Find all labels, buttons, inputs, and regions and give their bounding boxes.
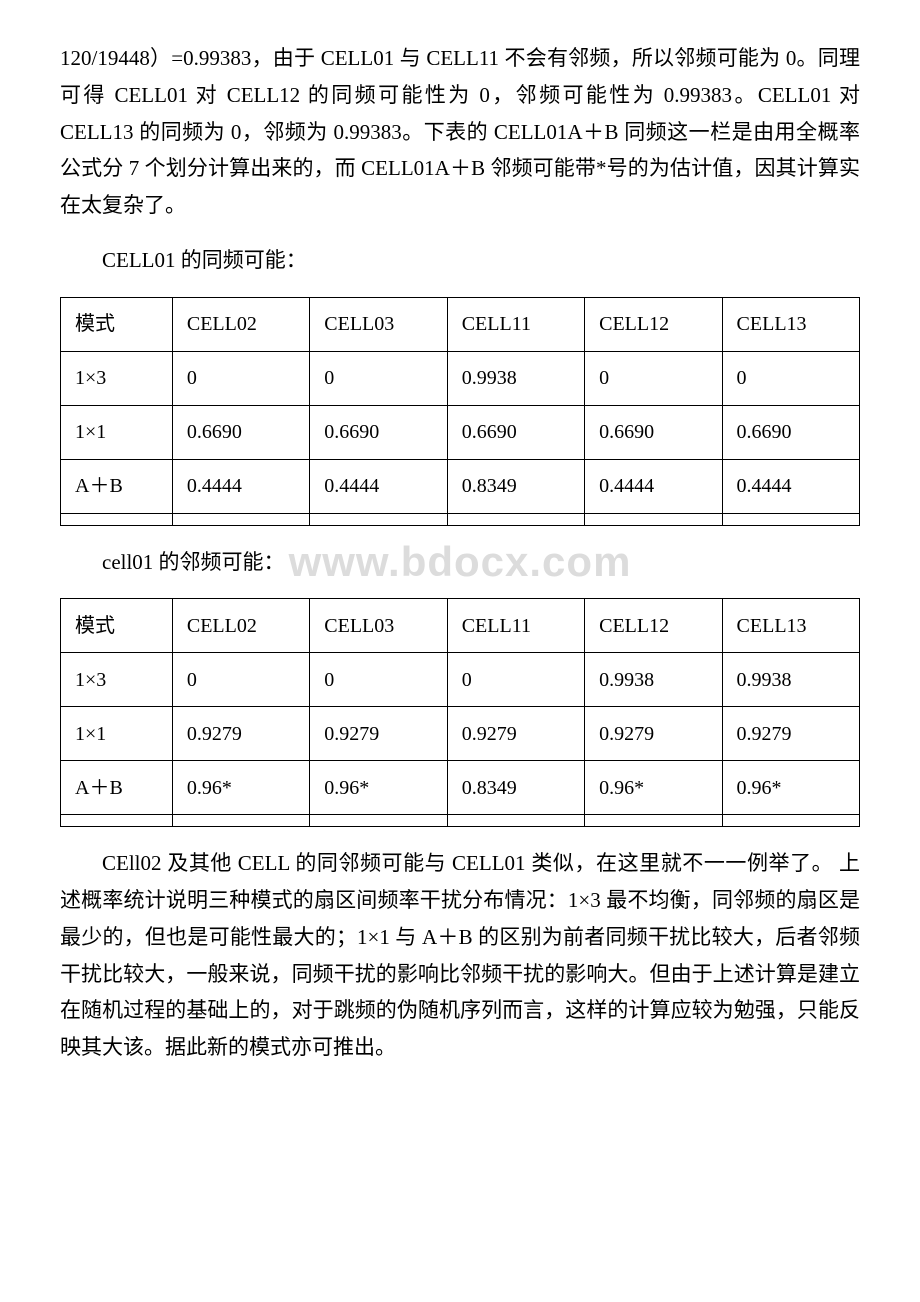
cell-value: 0	[310, 351, 447, 405]
table-row: 1×3 0 0 0.9938 0 0	[61, 351, 860, 405]
cell-value: 0.9938	[447, 351, 584, 405]
table1-caption: CELL01 的同频可能：	[60, 242, 860, 279]
header-cell12: CELL12	[585, 599, 722, 653]
cell-mode: 1×1	[61, 405, 173, 459]
cell-value: 0.4444	[585, 459, 722, 513]
cell-value: 0	[722, 351, 859, 405]
cell-value: 0.6690	[585, 405, 722, 459]
table-empty-row	[61, 513, 860, 525]
intro-paragraph: 120/19448）=0.99383，由于 CELL01 与 CELL11 不会…	[60, 40, 860, 224]
header-cell11: CELL11	[447, 297, 584, 351]
cell-value: 0.4444	[310, 459, 447, 513]
header-cell03: CELL03	[310, 599, 447, 653]
table-row: A＋B 0.96* 0.96* 0.8349 0.96* 0.96*	[61, 761, 860, 815]
cell-value: 0.9279	[172, 707, 309, 761]
cell-value: 0.6690	[310, 405, 447, 459]
adjfreq-table: 模式 CELL02 CELL03 CELL11 CELL12 CELL13 1×…	[60, 598, 860, 827]
header-cell02: CELL02	[172, 297, 309, 351]
cell-mode: A＋B	[61, 459, 173, 513]
cell-value: 0.6690	[172, 405, 309, 459]
cell-value: 0.6690	[722, 405, 859, 459]
cell-mode: 1×3	[61, 653, 173, 707]
cell-value: 0.4444	[722, 459, 859, 513]
table-row: 1×1 0.6690 0.6690 0.6690 0.6690 0.6690	[61, 405, 860, 459]
table-header-row: 模式 CELL02 CELL03 CELL11 CELL12 CELL13	[61, 297, 860, 351]
header-cell03: CELL03	[310, 297, 447, 351]
header-cell13: CELL13	[722, 599, 859, 653]
cell-value: 0.8349	[447, 761, 584, 815]
header-cell02: CELL02	[172, 599, 309, 653]
cell-value: 0.4444	[172, 459, 309, 513]
cell-value: 0.9938	[722, 653, 859, 707]
cell-value: 0	[172, 653, 309, 707]
table-row: 1×1 0.9279 0.9279 0.9279 0.9279 0.9279	[61, 707, 860, 761]
cell-value: 0	[447, 653, 584, 707]
cell-value: 0.96*	[172, 761, 309, 815]
cell-value: 0	[310, 653, 447, 707]
header-cell12: CELL12	[585, 297, 722, 351]
cell-value: 0.9279	[447, 707, 584, 761]
cell-value: 0.9279	[310, 707, 447, 761]
cell-value: 0.9938	[585, 653, 722, 707]
cell-mode: 1×1	[61, 707, 173, 761]
table2-caption: cell01 的邻频可能：	[60, 544, 860, 581]
table-row: 1×3 0 0 0 0.9938 0.9938	[61, 653, 860, 707]
cofreq-table: 模式 CELL02 CELL03 CELL11 CELL12 CELL13 1×…	[60, 297, 860, 526]
table-header-row: 模式 CELL02 CELL03 CELL11 CELL12 CELL13	[61, 599, 860, 653]
cell-value: 0.8349	[447, 459, 584, 513]
cell-value: 0.96*	[585, 761, 722, 815]
header-mode: 模式	[61, 599, 173, 653]
table-row: A＋B 0.4444 0.4444 0.8349 0.4444 0.4444	[61, 459, 860, 513]
header-mode: 模式	[61, 297, 173, 351]
header-cell11: CELL11	[447, 599, 584, 653]
cell-value: 0	[172, 351, 309, 405]
cell-mode: 1×3	[61, 351, 173, 405]
cell-mode: A＋B	[61, 761, 173, 815]
cell-value: 0.96*	[310, 761, 447, 815]
cell-value: 0.6690	[447, 405, 584, 459]
cell-value: 0.96*	[722, 761, 859, 815]
cell-value: 0.9279	[585, 707, 722, 761]
cell-value: 0.9279	[722, 707, 859, 761]
header-cell13: CELL13	[722, 297, 859, 351]
table-empty-row	[61, 815, 860, 827]
conclusion-paragraph: CEll02 及其他 CELL 的同邻频可能与 CELL01 类似，在这里就不一…	[60, 845, 860, 1066]
cell-value: 0	[585, 351, 722, 405]
